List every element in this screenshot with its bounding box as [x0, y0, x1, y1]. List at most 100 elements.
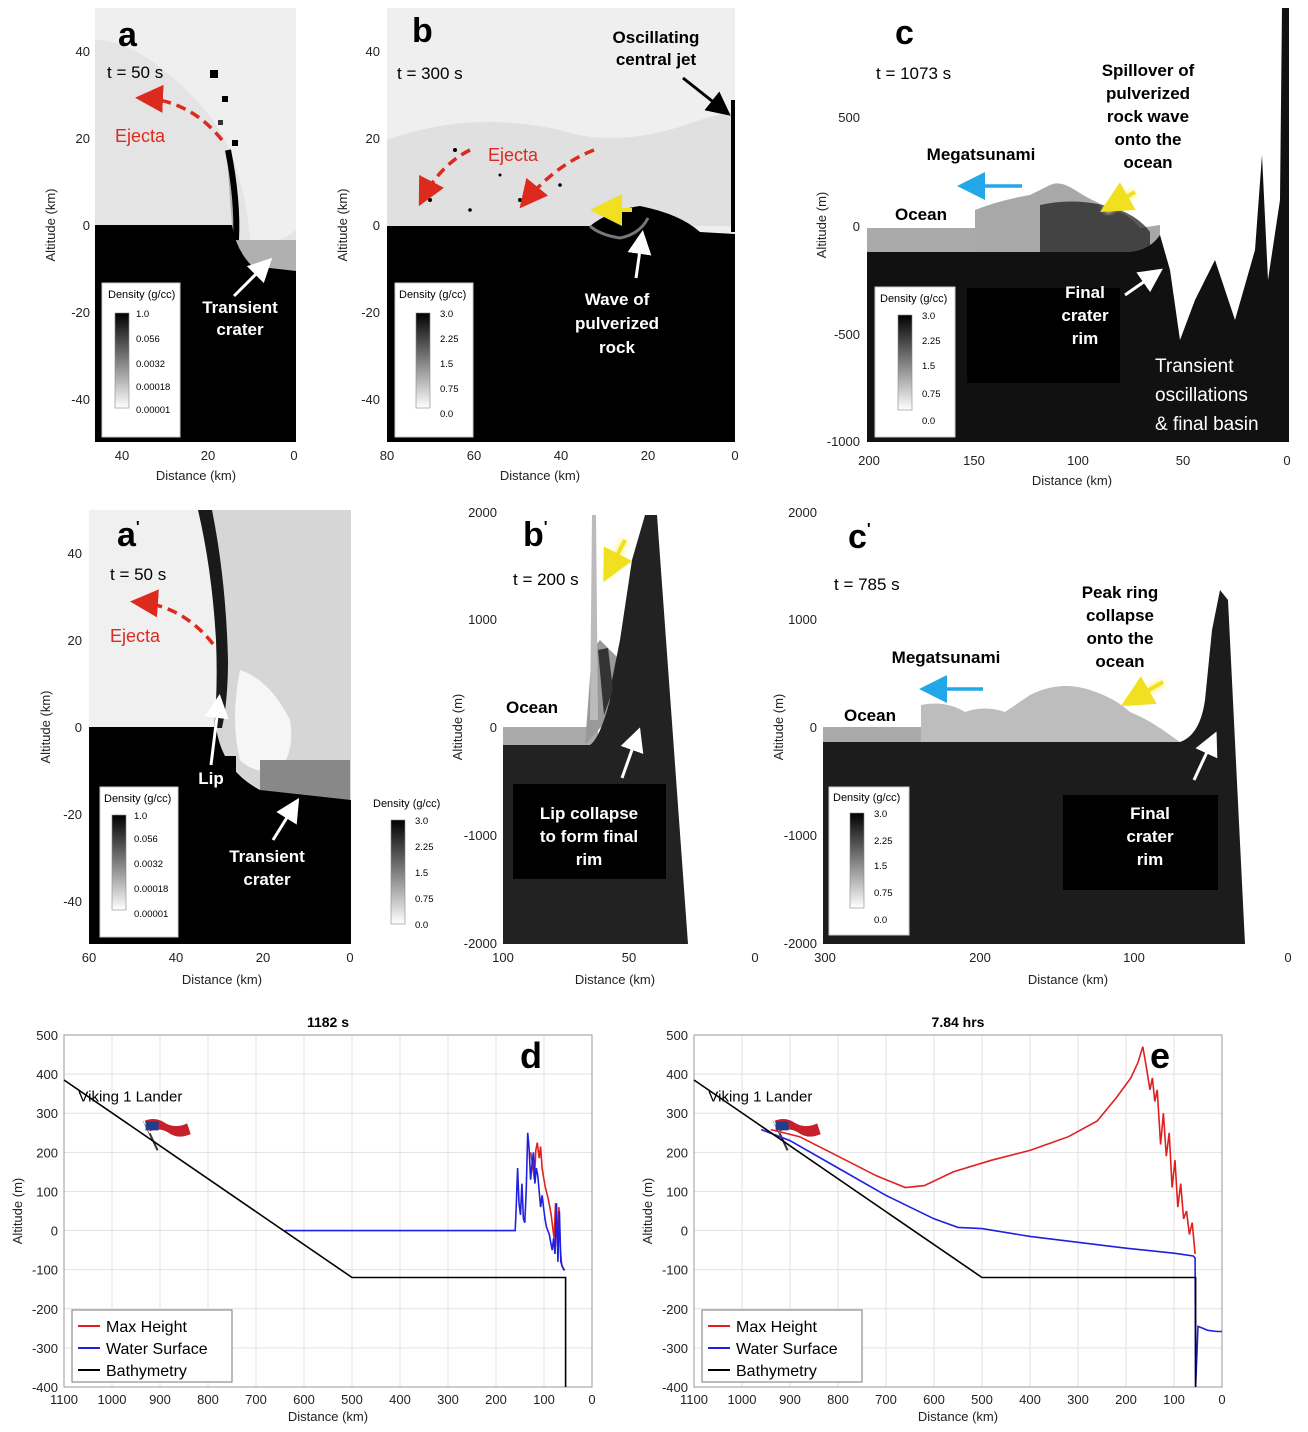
panel-c-prime-ytick: 2000: [788, 505, 817, 520]
chart-d: 1100 1000 900 800 700 600 500 400 300 200 100 05004…: [10, 1014, 596, 1424]
y-tick-label: 400: [666, 1067, 688, 1082]
panel-a-xlabel: Distance (km): [156, 468, 236, 483]
chart-title: 1182 s: [307, 1014, 349, 1030]
panel-c-prime-rim-2: crater: [1126, 827, 1174, 846]
x-tick-label: 700: [875, 1392, 897, 1407]
panel-b-cbar-tick: 0.75: [440, 384, 459, 395]
panel-c-prime-xtick: 0: [1284, 950, 1291, 965]
panel-b-xlabel: Distance (km): [500, 468, 580, 483]
y-tick-label: 100: [666, 1184, 688, 1199]
panel-a-prime-cbar2-title: Density (g/cc): [373, 798, 440, 810]
panel-c-cbar-tick: 1.5: [922, 361, 935, 372]
panel-c-prime-ytick: 0: [810, 720, 817, 735]
chart-title: 7.84 hrs: [932, 1014, 985, 1030]
panel-b-cbar-tick: 1.5: [440, 359, 453, 370]
panel-c-prime-cbar-tick: 0.0: [874, 915, 887, 926]
x-tick-label: 900: [149, 1392, 171, 1407]
panel-c-prime-xlabel: Distance (km): [1028, 972, 1108, 987]
panel-b-prime-xlabel: Distance (km): [575, 972, 655, 987]
panel-a-letter: a: [118, 16, 138, 54]
panel-b-prime-ytick: 2000: [468, 505, 497, 520]
panel-b-wave-3: rock: [599, 338, 635, 357]
panel-c-ytick: 0: [853, 219, 860, 234]
panel-a-cbar-tick: 0.0032: [136, 359, 165, 370]
x-tick-label: 600: [293, 1392, 315, 1407]
panel-a-prime-cbar2-tick: 3.0: [415, 816, 428, 827]
panel-a-crater-2: crater: [216, 320, 264, 339]
panel-c-cbar-tick: 0.0: [922, 416, 935, 427]
legend-label: Max Height: [106, 1319, 187, 1336]
panel-c-prime-cbar-tick: 0.75: [874, 888, 893, 899]
panel-c-ytick: -1000: [827, 434, 860, 449]
x-tick-label: 100: [1163, 1392, 1185, 1407]
x-tick-label: 200: [485, 1392, 507, 1407]
panel-b-time: t = 300 s: [397, 64, 463, 83]
panel-a-prime-cbar2-tick: 0.0: [415, 920, 428, 931]
panel-b-xtick: 60: [467, 448, 481, 463]
x-tick-label: 0: [588, 1392, 595, 1407]
panel-c-prime-peak-1: Peak ring: [1082, 583, 1159, 602]
panel-c-prime-peak-2: collapse: [1086, 606, 1154, 625]
y-tick-label: 0: [51, 1224, 58, 1239]
series-water-surface: [760, 1128, 1222, 1388]
panel-b-xtick: 20: [641, 448, 655, 463]
panel-b-ejecta: Ejecta: [488, 145, 539, 165]
y-tick-label: -200: [32, 1302, 58, 1317]
panel-c-prime-ytick: 1000: [788, 612, 817, 627]
y-tick-label: -200: [662, 1302, 688, 1317]
panel-c-prime-letter: c': [848, 518, 871, 556]
x-tick-label: 200: [1115, 1392, 1137, 1407]
panel-c-prime-rim-1: Final: [1130, 804, 1170, 823]
panel-c-spill-5: ocean: [1123, 153, 1172, 172]
panel-a-cbar-tick: 0.00001: [136, 405, 170, 416]
panel-b-ytick: -20: [361, 305, 380, 320]
panel-c-osc-1: Transient: [1155, 356, 1234, 377]
y-tick-label: 500: [666, 1028, 688, 1043]
legend-label: Water Surface: [736, 1341, 838, 1358]
y-tick-label: -400: [662, 1380, 688, 1395]
panel-a: a t = 50 s Ejecta Transient crater Densi…: [43, 8, 298, 483]
panel-c-ocean: Ocean: [895, 205, 947, 224]
x-tick-label: 100: [533, 1392, 555, 1407]
panel-b-prime-ytick: -1000: [464, 828, 497, 843]
panel-c-spill-2: pulverized: [1106, 84, 1190, 103]
panel-b-wave-1: Wave of: [585, 290, 650, 309]
ejecta-arrow: [519, 148, 595, 209]
panel-c-xtick: 50: [1176, 453, 1190, 468]
panel-b-prime-ytick: -2000: [464, 936, 497, 951]
plot-frame: [693, 1034, 1223, 1388]
legend-label: Max Height: [736, 1319, 817, 1336]
panel-b: b t = 300 s Oscillating central jet Ejec…: [335, 8, 739, 483]
panel-c-osc-2: oscillations: [1155, 385, 1248, 406]
panel-a-cbar-tick: 0.056: [136, 334, 160, 345]
panel-b-ytick: 20: [366, 131, 380, 146]
legend-label: Bathymetry: [106, 1363, 187, 1380]
y-tick-label: 0: [681, 1224, 688, 1239]
panel-b-prime-time: t = 200 s: [513, 570, 579, 589]
x-axis-label: Distance (km): [918, 1409, 998, 1424]
panel-b-ytick: 40: [366, 44, 380, 59]
panel-b-cbar-title: Density (g/cc): [399, 289, 466, 301]
panel-a-prime-cbar2-tick: 1.5: [415, 868, 428, 879]
x-tick-label: 500: [971, 1392, 993, 1407]
y-tick-label: -300: [662, 1341, 688, 1356]
panel-c-rim-3: rim: [1072, 329, 1098, 348]
panel-a-prime-ytick: -40: [63, 894, 82, 909]
y-tick-label: -100: [662, 1263, 688, 1278]
panel-a-prime-xtick: 20: [256, 950, 270, 965]
y-tick-label: 200: [36, 1145, 58, 1160]
panel-c-ylabel: Altitude (m): [814, 192, 829, 258]
panel-a-prime-cbar-tick: 0.056: [134, 834, 158, 845]
panel-a-prime-cbar-title: Density (g/cc): [104, 793, 171, 805]
panel-c-spill-4: onto the: [1114, 130, 1181, 149]
panel-c-prime-ytick: -1000: [784, 828, 817, 843]
panel-letter: e: [1150, 1035, 1170, 1076]
panel-a-time: t = 50 s: [107, 63, 163, 82]
panel-b-jet-1: Oscillating: [613, 28, 700, 47]
x-tick-label: 1100: [50, 1392, 78, 1407]
y-tick-label: 400: [36, 1067, 58, 1082]
x-tick-label: 400: [389, 1392, 411, 1407]
panel-b-prime-ytick: 0: [490, 720, 497, 735]
panel-b-xtick: 0: [731, 448, 738, 463]
